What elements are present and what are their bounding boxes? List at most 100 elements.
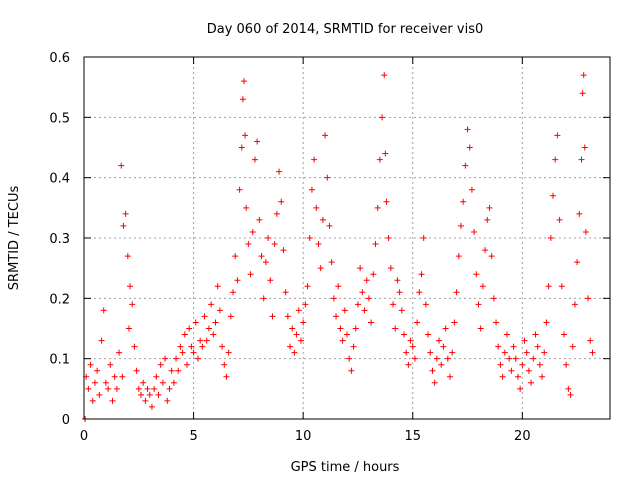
data-point: [137, 391, 144, 398]
data-point: [422, 301, 429, 308]
data-point: [501, 349, 508, 356]
data-point: [390, 301, 397, 308]
data-point: [111, 373, 118, 380]
x-tick-label: 5: [189, 429, 197, 444]
data-point: [265, 235, 272, 241]
data-point: [503, 331, 510, 338]
data-point: [273, 210, 280, 217]
data-point: [569, 343, 576, 350]
data-point: [499, 373, 506, 380]
data-point: [216, 307, 223, 314]
data-point: [512, 355, 519, 362]
data-point: [346, 355, 353, 362]
data-point: [328, 259, 335, 266]
data-point: [361, 307, 368, 314]
data-point: [453, 289, 460, 296]
data-point: [326, 222, 333, 229]
data-point: [517, 385, 524, 392]
data-point: [396, 289, 403, 296]
data-point: [107, 361, 114, 368]
x-tick-label: 0: [80, 429, 88, 444]
data-point: [230, 289, 237, 296]
data-point: [243, 204, 250, 211]
data-point: [304, 283, 311, 290]
data-point: [359, 289, 366, 296]
data-point: [354, 301, 361, 308]
data-point: [284, 313, 291, 320]
data-point: [385, 235, 392, 241]
data-point: [341, 307, 348, 314]
data-point: [155, 391, 162, 398]
data-point: [302, 301, 309, 308]
data-point: [554, 132, 561, 139]
data-point: [357, 265, 364, 272]
data-point: [567, 391, 574, 398]
data-point: [157, 361, 164, 368]
data-point: [398, 307, 405, 314]
data-point: [87, 361, 94, 368]
y-tick-label: 0.1: [49, 353, 70, 368]
data-point: [400, 331, 407, 338]
data-point: [232, 253, 239, 260]
data-point: [322, 132, 329, 139]
data-point: [282, 289, 289, 296]
data-point: [519, 361, 526, 368]
data-point: [477, 325, 484, 332]
data-point: [352, 325, 359, 332]
data-point: [122, 210, 129, 217]
data-point: [493, 319, 500, 326]
data-point: [475, 301, 482, 308]
data-point: [585, 295, 592, 302]
data-point: [576, 210, 583, 217]
data-point: [118, 162, 125, 169]
data-point: [574, 259, 581, 266]
data-point: [245, 241, 252, 248]
y-tick-label: 0.5: [49, 111, 70, 126]
x-tick-labels: 0 5 10 15 20: [80, 429, 531, 444]
data-point: [168, 367, 175, 374]
data-point: [418, 271, 425, 278]
data-point: [192, 319, 199, 326]
data-point: [295, 307, 302, 314]
data-point: [372, 241, 379, 248]
data-point: [571, 301, 578, 308]
data-point: [425, 331, 432, 338]
data-point: [247, 271, 254, 278]
data-point: [146, 391, 153, 398]
data-point: [482, 247, 489, 254]
data-point: [129, 301, 136, 308]
y-tick-label: 0: [62, 413, 70, 428]
data-point: [436, 337, 443, 344]
data-point: [135, 385, 142, 392]
y-tick-label: 0.4: [49, 172, 70, 187]
data-point: [186, 325, 193, 332]
data-point: [582, 228, 589, 235]
data-point: [317, 265, 324, 272]
data-point: [102, 379, 109, 386]
data-point: [300, 319, 307, 326]
y-tick-label: 0.3: [49, 232, 70, 247]
data-point: [306, 235, 313, 241]
data-point: [113, 385, 120, 392]
data-point: [131, 343, 138, 350]
data-point: [532, 331, 539, 338]
data-point: [194, 355, 201, 362]
data-point: [291, 349, 298, 356]
data-point: [541, 349, 548, 356]
data-point: [184, 361, 191, 368]
data-point: [105, 385, 112, 392]
data-point: [94, 367, 101, 374]
data-point: [260, 295, 267, 302]
data-point: [427, 349, 434, 356]
data-point: [460, 198, 467, 205]
data-point: [337, 325, 344, 332]
data-point: [383, 198, 390, 205]
data-point: [210, 331, 217, 338]
data-point: [227, 313, 234, 320]
data-point: [438, 361, 445, 368]
data-point: [457, 222, 464, 229]
data-point: [379, 114, 386, 121]
data-point: [374, 204, 381, 211]
